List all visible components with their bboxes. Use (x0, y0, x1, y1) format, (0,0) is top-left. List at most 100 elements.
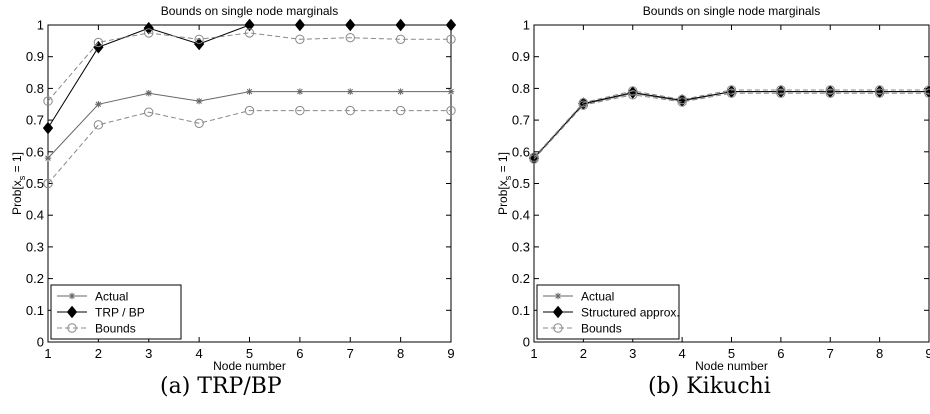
series-line (47, 24, 451, 129)
x-tick-label: 7 (347, 346, 354, 361)
data-point (874, 88, 885, 98)
y-tick-label: 0.6 (26, 144, 44, 159)
x-tick-label: 5 (728, 346, 735, 361)
data-point (144, 28, 154, 38)
data-point (143, 21, 154, 35)
data-point (776, 85, 786, 95)
x-axis-label: Node number (695, 359, 768, 372)
data-point (93, 120, 104, 130)
y-axis-label: Prob[xs = 1] (496, 152, 513, 215)
y-tick-label: 0.1 (512, 303, 530, 318)
data-point (397, 88, 404, 95)
data-point (144, 107, 154, 117)
data-point (296, 88, 304, 95)
legend-marker (68, 292, 76, 300)
series-0 (530, 88, 930, 162)
series-3 (43, 28, 456, 106)
data-point (43, 178, 53, 189)
legend-marker (552, 305, 564, 319)
series-1 (42, 18, 457, 135)
data-point (244, 105, 255, 116)
y-tick-label: 0.9 (26, 49, 44, 64)
series-line (533, 91, 929, 159)
series-line (533, 89, 929, 158)
x-axis-label: Node number (213, 359, 286, 372)
y-tick-label: 0.7 (512, 113, 530, 128)
x-tick-label: 1 (530, 346, 537, 361)
legend-marker (66, 305, 78, 319)
x-tick-label: 2 (580, 346, 587, 361)
legend-marker (554, 292, 562, 300)
series-0 (44, 88, 455, 162)
y-tick-label: 0.9 (512, 49, 530, 64)
y-tick-label: 1 (523, 18, 530, 33)
data-point (43, 96, 53, 106)
y-tick-label: 0.6 (512, 144, 530, 159)
data-point (825, 88, 835, 98)
data-point (193, 37, 205, 51)
data-point (44, 154, 52, 162)
x-tick-label: 8 (397, 346, 404, 361)
data-point (529, 152, 539, 162)
y-tick-label: 0 (523, 335, 530, 350)
y-tick-label: 0.3 (26, 239, 44, 254)
data-point (446, 105, 456, 116)
x-tick-label: 5 (246, 346, 253, 361)
legend-marker (553, 323, 563, 333)
data-point (93, 37, 104, 48)
data-point (874, 85, 885, 95)
y-axis-ticks: 0 0.1 0.2 0.3 0.4 0.5 0.6 0.7 0.8 0.9 1 (26, 18, 451, 350)
y-tick-label: 0.5 (26, 176, 44, 191)
data-point (246, 88, 253, 95)
legend: Actual TRP / BP Bounds (50, 284, 182, 340)
x-axis-ticks: 1 2 3 4 5 6 7 8 9 (44, 25, 455, 361)
y-tick-label: 0.2 (512, 271, 530, 286)
x-tick-label: 6 (296, 346, 303, 361)
y-tick-label: 0.4 (512, 208, 530, 223)
data-point (345, 32, 355, 43)
data-point (924, 85, 930, 95)
series-2 (529, 88, 930, 164)
data-point (628, 86, 638, 96)
caption-b: (b) Kikuchi (648, 374, 771, 399)
data-point (345, 18, 356, 32)
y-tick-label: 0.1 (26, 303, 44, 318)
x-tick-label: 3 (629, 346, 636, 361)
x-tick-label: 1 (44, 346, 51, 361)
y-tick-label: 0.5 (512, 176, 530, 191)
data-point (776, 88, 786, 98)
x-tick-label: 7 (827, 346, 834, 361)
data-point (194, 34, 204, 44)
x-tick-label: 6 (777, 346, 784, 361)
data-point (295, 34, 305, 44)
x-tick-label: 2 (95, 346, 102, 361)
y-tick-label: 0.8 (512, 81, 530, 96)
legend: Actual Structured approx. Bounds (536, 284, 680, 340)
legend-label: Bounds (581, 322, 622, 336)
x-tick-label: 8 (876, 346, 883, 361)
x-tick-label: 9 (925, 346, 930, 361)
data-point (395, 105, 406, 116)
data-point (145, 89, 152, 97)
data-point (726, 85, 737, 95)
chart-title: Bounds on single node marginals (643, 4, 820, 18)
data-point (726, 88, 737, 98)
x-tick-label: 9 (447, 346, 454, 361)
legend-label: Actual (581, 290, 614, 304)
data-point (195, 97, 203, 105)
data-point (294, 18, 306, 32)
data-point (244, 18, 255, 32)
y-tick-label: 0.2 (26, 271, 44, 286)
data-point (395, 34, 406, 44)
series-line (533, 92, 929, 160)
y-tick-label: 0.8 (26, 81, 44, 96)
data-point (446, 34, 456, 44)
x-tick-label: 3 (145, 346, 152, 361)
data-point (677, 97, 687, 107)
data-point (244, 28, 255, 38)
data-point (445, 18, 457, 32)
series-2 (43, 105, 456, 189)
data-point (825, 85, 835, 95)
legend-label: TRP / BP (95, 306, 145, 320)
series-line (47, 32, 451, 102)
